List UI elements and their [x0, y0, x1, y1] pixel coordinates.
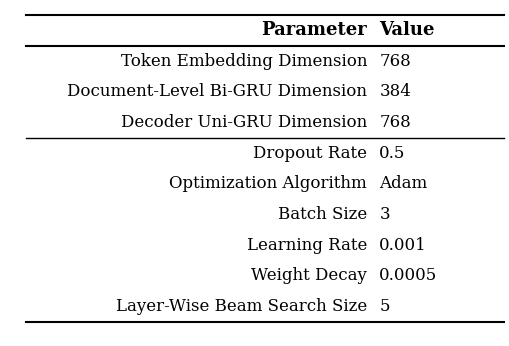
Text: Document-Level Bi-GRU Dimension: Document-Level Bi-GRU Dimension — [67, 83, 366, 100]
Text: 0.0005: 0.0005 — [379, 267, 437, 284]
Text: Optimization Algorithm: Optimization Algorithm — [169, 175, 366, 192]
Text: Batch Size: Batch Size — [277, 206, 366, 223]
Text: Adam: Adam — [379, 175, 427, 192]
Text: Layer-Wise Beam Search Size: Layer-Wise Beam Search Size — [116, 298, 366, 315]
Text: 0.5: 0.5 — [379, 145, 405, 162]
Text: Token Embedding Dimension: Token Embedding Dimension — [121, 53, 366, 70]
Text: Weight Decay: Weight Decay — [251, 267, 366, 284]
Text: Learning Rate: Learning Rate — [246, 237, 366, 254]
Text: 5: 5 — [379, 298, 389, 315]
Text: Dropout Rate: Dropout Rate — [252, 145, 366, 162]
Text: 768: 768 — [379, 53, 410, 70]
Text: 384: 384 — [379, 83, 410, 100]
Text: 768: 768 — [379, 114, 410, 131]
Text: 0.001: 0.001 — [379, 237, 426, 254]
Text: Decoder Uni-GRU Dimension: Decoder Uni-GRU Dimension — [121, 114, 366, 131]
Text: 3: 3 — [379, 206, 389, 223]
Text: Parameter: Parameter — [261, 21, 366, 39]
Text: Value: Value — [379, 21, 434, 39]
